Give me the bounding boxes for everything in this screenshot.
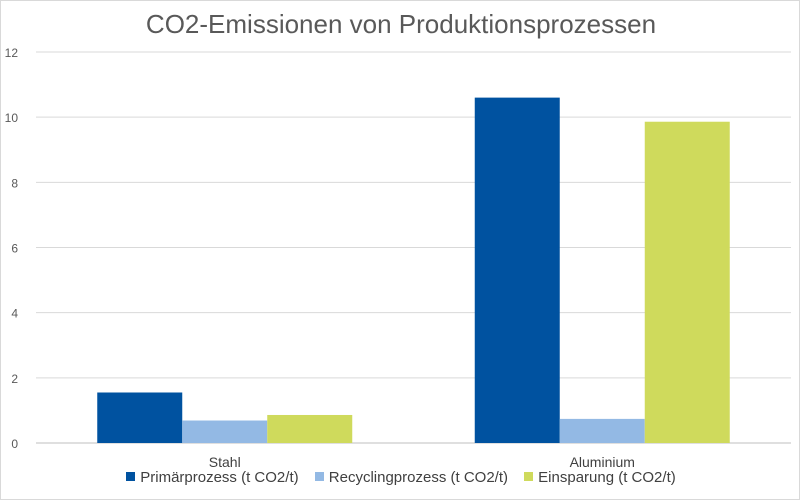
legend: Primärprozess (t CO2/t) Recyclingprozess… [1, 469, 800, 486]
y-tick-label: 8 [11, 176, 18, 190]
bar-stahl-series-0 [97, 392, 183, 443]
legend-label-einsparung: Einsparung (t CO2/t) [538, 469, 676, 486]
y-tick-label: 2 [11, 372, 18, 386]
legend-item-einsparung: Einsparung (t CO2/t) [524, 469, 676, 486]
x-axis-labels: Stahl Aluminium [209, 454, 635, 470]
x-tick-label: Aluminium [570, 454, 635, 470]
legend-swatch-primaer [126, 472, 136, 481]
legend-swatch-einsparung [524, 472, 534, 481]
legend-label-primaer: Primärprozess (t CO2/t) [140, 469, 299, 486]
x-tick-label: Stahl [209, 454, 241, 470]
bar-stahl-series-2 [267, 414, 353, 443]
legend-swatch-recycling [314, 472, 324, 481]
y-tick-label: 12 [5, 46, 19, 60]
y-tick-label: 0 [11, 437, 18, 451]
chart-title: CO2-Emissionen von Produktionsprozessen [145, 9, 657, 39]
bar-aluminium-series-1 [559, 418, 645, 443]
bar-stahl-series-1 [182, 420, 268, 443]
bar-aluminium-series-0 [474, 97, 560, 443]
bar-aluminium-series-2 [644, 121, 730, 443]
y-tick-label: 4 [11, 307, 18, 321]
legend-item-primaer: Primärprozess (t CO2/t) [126, 469, 299, 486]
y-tick-label: 6 [11, 242, 18, 256]
bars [97, 97, 730, 443]
y-tick-label: 10 [5, 111, 19, 125]
legend-item-recycling: Recyclingprozess (t CO2/t) [314, 469, 508, 486]
legend-label-recycling: Recyclingprozess (t CO2/t) [328, 469, 508, 486]
y-axis-ticks: 0 2 4 6 8 10 12 [5, 46, 19, 451]
